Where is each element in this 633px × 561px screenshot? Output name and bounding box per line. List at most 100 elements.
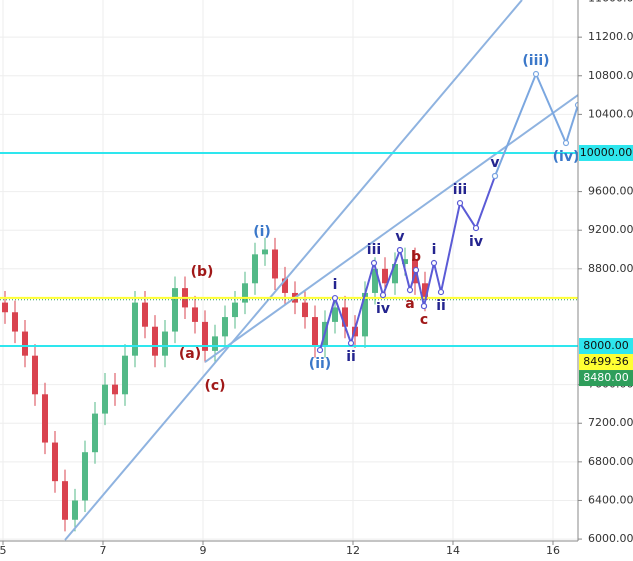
wave-line [399, 249, 425, 307]
candle-body [242, 283, 248, 303]
candle-body [422, 283, 428, 300]
candle-body [62, 481, 68, 520]
x-tick-label: 7 [100, 544, 107, 557]
candle-body [142, 302, 148, 327]
wave-point [437, 288, 445, 296]
price-level-label-bg [579, 338, 633, 355]
candle-body [212, 336, 218, 351]
price-level-label: 8480.00 [583, 371, 629, 384]
wave-line [494, 71, 578, 177]
y-tick-label: 10400.00 [588, 107, 633, 120]
candle-body [162, 331, 168, 356]
candle-body [302, 302, 308, 318]
time-axis-panel [0, 541, 633, 561]
wave-label: (ii) [309, 356, 331, 372]
candle-body [152, 326, 158, 356]
wave-label: i [333, 277, 338, 293]
wave-label: c [420, 312, 428, 328]
y-tick-label: 6000.00 [588, 532, 633, 545]
wave-label: i [432, 242, 437, 258]
candle-body [262, 249, 268, 255]
x-tick-label: 12 [346, 544, 360, 557]
candle-body [22, 331, 28, 356]
price-level-label: 10000.00 [580, 146, 633, 159]
candle-body [222, 317, 228, 337]
y-tick-label: 11200.00 [588, 30, 633, 43]
trendline [204, 94, 578, 363]
wave-point [472, 224, 480, 232]
candle-body [122, 355, 128, 395]
candle-body [92, 413, 98, 453]
wave-label: iii [453, 182, 467, 198]
wave-label: (i) [253, 224, 271, 240]
candle-body [42, 394, 48, 443]
wave-point [420, 302, 428, 310]
wave-label: (b) [191, 264, 214, 280]
wave-label: ii [346, 349, 356, 365]
wave-label: (iii) [522, 53, 549, 69]
x-tick-label: 9 [200, 544, 207, 557]
candle-body [332, 307, 338, 322]
wave-label: iv [376, 301, 390, 317]
wave-point [331, 294, 339, 302]
wave-label: iv [469, 234, 483, 250]
candle-body [382, 268, 388, 284]
candle-body [112, 384, 118, 395]
candle-body [362, 292, 368, 337]
wave-label: b [411, 249, 421, 265]
candle-body [312, 317, 318, 347]
candle-body [132, 302, 138, 356]
candle-body [1, 302, 8, 313]
price-axis-panel [578, 0, 633, 561]
wave-point [456, 199, 464, 207]
candle-body [392, 263, 398, 284]
candle-body [82, 452, 88, 501]
candle-body [172, 288, 178, 332]
candle-body [342, 307, 348, 327]
wave-point [562, 139, 570, 147]
wave-point [396, 246, 404, 254]
y-tick-label: 6400.00 [588, 493, 633, 506]
x-tick-label: 5 [0, 544, 7, 557]
candle-body [102, 384, 108, 414]
y-tick-label: 7200.00 [588, 416, 633, 429]
wave-point [379, 291, 387, 299]
candle-body [282, 278, 288, 293]
price-level-label-bg [579, 354, 633, 371]
y-tick-label: 11600.00 [588, 0, 633, 5]
wave-label: a [405, 296, 414, 312]
candle-body [52, 442, 58, 482]
wave-point [406, 286, 414, 294]
price-level-label: 8499.36 [583, 355, 629, 368]
wave-point [412, 266, 420, 274]
price-level-label-bg [579, 370, 633, 387]
wave-point [430, 259, 438, 267]
price-level-label: 8000.00 [583, 339, 629, 352]
x-tick-label: 16 [546, 544, 560, 557]
y-tick-label: 9200.00 [588, 223, 633, 236]
y-tick-label: 9600.00 [588, 185, 633, 198]
wave-point [491, 172, 499, 180]
wave-label: (c) [204, 378, 225, 394]
wave-point [347, 340, 355, 347]
candle-body [32, 355, 38, 395]
wave-label: ii [436, 298, 446, 314]
x-tick-label: 14 [446, 544, 460, 557]
y-tick-label: 6800.00 [588, 455, 633, 468]
wave-point [574, 101, 578, 109]
wave-point [370, 259, 378, 267]
wave-point [316, 346, 324, 354]
candle-body [72, 500, 78, 520]
candle-body [192, 307, 198, 322]
candle-body [252, 254, 258, 284]
candle-body [372, 268, 378, 293]
wave-label: v [490, 155, 499, 171]
wave-label: (a) [179, 346, 201, 362]
candle-body [12, 312, 18, 332]
candle-body [402, 259, 408, 264]
wave-label: iii [367, 242, 381, 258]
candle-body [232, 302, 238, 318]
